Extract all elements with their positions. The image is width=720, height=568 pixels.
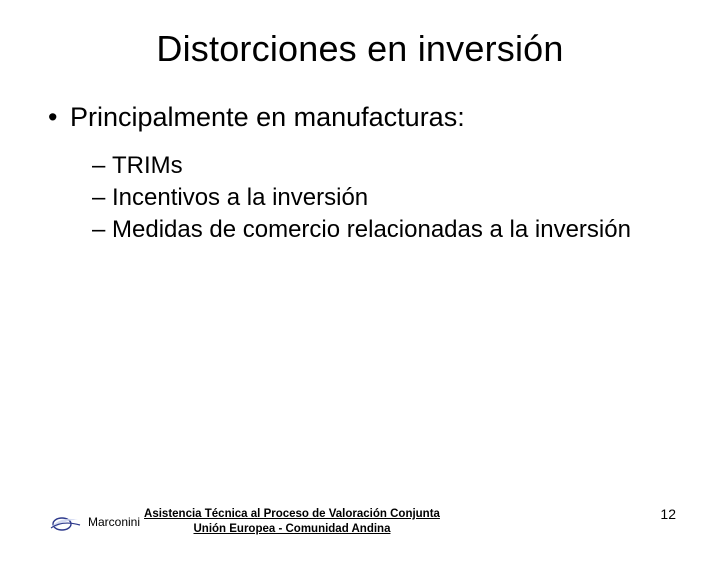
footer-line1: Asistencia Técnica al Proceso de Valorac… (144, 507, 440, 523)
footer-line2: Unión Europea - Comunidad Andina (144, 522, 440, 538)
bullet-l2: Incentivos a la inversión (92, 183, 680, 213)
slide-footer: Marconini Asistencia Técnica al Proceso … (0, 498, 720, 538)
footer-left: Marconini Asistencia Técnica al Proceso … (48, 507, 440, 538)
page-number: 12 (660, 506, 676, 522)
footer-center: Asistencia Técnica al Proceso de Valorac… (144, 507, 440, 538)
slide-content: Principalmente en manufacturas: TRIMs In… (0, 102, 720, 245)
bullet-l2: Medidas de comercio relacionadas a la in… (92, 215, 680, 245)
slide-title: Distorciones en inversión (0, 28, 720, 70)
footer-author: Marconini (88, 515, 140, 529)
bullet-l1: Principalmente en manufacturas: (48, 102, 680, 133)
logo-icon (48, 512, 82, 532)
bullet-l2: TRIMs (92, 151, 680, 181)
slide: Distorciones en inversión Principalmente… (0, 28, 720, 568)
